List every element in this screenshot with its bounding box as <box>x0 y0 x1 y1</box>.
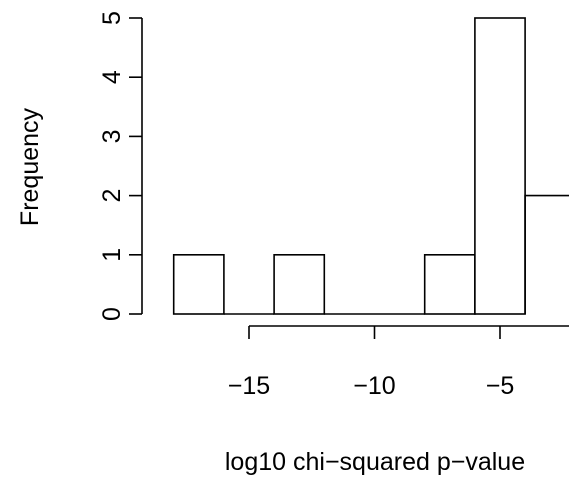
y-axis: 0 1 2 3 4 5 <box>98 11 143 321</box>
histogram-bar <box>474 17 526 315</box>
histogram-bars <box>172 17 569 315</box>
x-axis: −15 −10 −5 <box>228 325 569 400</box>
x-tick-label: −10 <box>353 372 395 400</box>
y-tick-label: 0 <box>98 307 126 321</box>
x-tick-label: −5 <box>486 372 515 400</box>
x-tick-label: −15 <box>228 372 270 400</box>
y-tick-label: 3 <box>98 129 126 143</box>
y-axis-title: Frequency <box>16 107 44 226</box>
y-tick-label: 1 <box>98 248 126 262</box>
histogram-bar <box>172 254 225 315</box>
y-tick-label: 5 <box>98 11 126 25</box>
histogram-bar <box>423 254 476 315</box>
y-tick-label: 2 <box>98 189 126 203</box>
histogram-bar <box>273 254 326 315</box>
y-tick-label: 4 <box>98 70 126 84</box>
histogram-bar <box>524 194 569 314</box>
x-axis-title: log10 chi−squared p−value <box>225 448 525 476</box>
